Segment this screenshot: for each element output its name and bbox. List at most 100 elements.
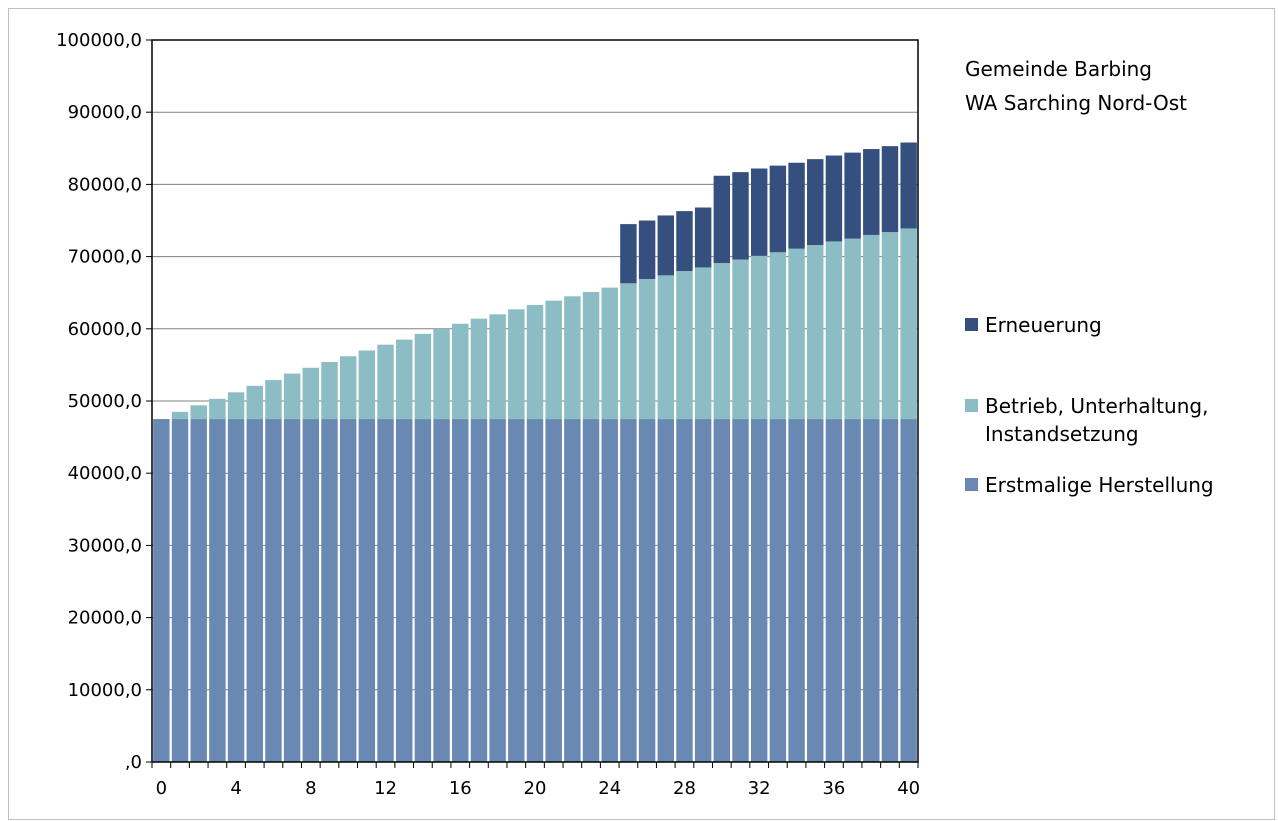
- y-tick-label: 80000,0: [68, 174, 142, 195]
- bar-erstmalige-herstellung-32: [750, 419, 768, 762]
- bar-betrieb-unterhaltung-instandsetzung-5: [246, 385, 263, 420]
- bar-erstmalige-herstellung-35: [807, 419, 824, 762]
- x-axis-tick-labels: 0 4 8 12 16 20 24 28 32 36 40: [156, 778, 920, 799]
- bar-betrieb-unterhaltung-instandsetzung-18: [489, 314, 506, 420]
- legend-label-erstmalige: Erstmalige Herstellung: [985, 473, 1214, 497]
- bar-erstmalige-herstellung-19: [508, 419, 525, 762]
- legend-swatch-betrieb: [965, 399, 978, 412]
- bar-betrieb-unterhaltung-instandsetzung-32: [750, 255, 768, 420]
- bar-erstmalige-herstellung-17: [470, 419, 488, 762]
- bar-erneuerung-40: [900, 142, 917, 229]
- bar-betrieb-unterhaltung-instandsetzung-26: [638, 278, 656, 420]
- bar-betrieb-unterhaltung-instandsetzung-28: [676, 271, 693, 420]
- bar-erstmalige-herstellung-33: [769, 419, 787, 762]
- bar-betrieb-unterhaltung-instandsetzung-31: [732, 259, 749, 420]
- bar-erstmalige-herstellung-24: [601, 419, 618, 762]
- bar-betrieb-unterhaltung-instandsetzung-34: [788, 248, 805, 420]
- bar-erstmalige-herstellung-31: [732, 419, 749, 762]
- x-tick-label: 20: [524, 778, 547, 799]
- bar-erneuerung-31: [732, 172, 749, 260]
- bar-erstmalige-herstellung-34: [788, 419, 805, 762]
- chart-title-line-2: WA Sarching Nord-Ost: [965, 91, 1187, 115]
- bar-betrieb-unterhaltung-instandsetzung-29: [694, 267, 712, 420]
- bar-betrieb-unterhaltung-instandsetzung-7: [283, 373, 301, 420]
- bar-betrieb-unterhaltung-instandsetzung-22: [564, 296, 581, 420]
- bar-betrieb-unterhaltung-instandsetzung-15: [433, 328, 450, 420]
- y-tick-label: 50000,0: [68, 391, 142, 412]
- x-tick-label: 8: [305, 778, 316, 799]
- bar-erneuerung-25: [620, 224, 637, 284]
- bar-erneuerung-37: [844, 152, 861, 239]
- bar-erstmalige-herstellung-3: [209, 419, 226, 762]
- bar-erstmalige-herstellung-1: [171, 419, 189, 762]
- y-tick-label: 90000,0: [68, 102, 142, 123]
- legend: Erneuerung Betrieb, Unterhaltung, Instan…: [965, 313, 1214, 497]
- bar-betrieb-unterhaltung-instandsetzung-8: [302, 367, 320, 420]
- bar-betrieb-unterhaltung-instandsetzung-4: [227, 392, 245, 420]
- bar-erneuerung-35: [807, 159, 824, 246]
- bar-betrieb-unterhaltung-instandsetzung-3: [209, 398, 226, 420]
- y-tick-label: 20000,0: [68, 608, 142, 629]
- y-tick-label: ,0: [125, 752, 142, 773]
- y-tick-label: 30000,0: [68, 535, 142, 556]
- y-axis-tick-labels: ,0 10000,0 20000,0 30000,0 40000,0 50000,0 600…: [56, 30, 152, 773]
- bars: [153, 142, 917, 762]
- legend-swatch-erneuerung: [965, 318, 978, 331]
- x-tick-label: 4: [230, 778, 241, 799]
- x-tick-label: 32: [748, 778, 771, 799]
- bar-betrieb-unterhaltung-instandsetzung-19: [508, 309, 525, 420]
- bar-erstmalige-herstellung-25: [620, 419, 637, 762]
- bar-betrieb-unterhaltung-instandsetzung-13: [395, 339, 413, 420]
- bar-betrieb-unterhaltung-instandsetzung-23: [582, 291, 600, 420]
- bar-erneuerung-38: [863, 149, 880, 235]
- bar-erstmalige-herstellung-37: [844, 419, 861, 762]
- bar-erstmalige-herstellung-29: [694, 419, 712, 762]
- bar-erstmalige-herstellung-23: [582, 419, 600, 762]
- bar-erstmalige-herstellung-12: [377, 419, 394, 762]
- bar-betrieb-unterhaltung-instandsetzung-16: [452, 323, 469, 420]
- bar-erneuerung-28: [676, 211, 693, 272]
- bar-erstmalige-herstellung-28: [676, 419, 693, 762]
- bar-erneuerung-32: [750, 168, 768, 256]
- bar-betrieb-unterhaltung-instandsetzung-21: [545, 300, 562, 420]
- x-axis-tick-marks: [151, 762, 919, 768]
- y-tick-label: 40000,0: [68, 463, 142, 484]
- bar-erstmalige-herstellung-2: [190, 419, 207, 762]
- bar-betrieb-unterhaltung-instandsetzung-1: [171, 411, 189, 420]
- bar-erstmalige-herstellung-16: [452, 419, 469, 762]
- bar-betrieb-unterhaltung-instandsetzung-20: [526, 304, 544, 420]
- chart-frame: [8, 8, 1275, 820]
- bar-erstmalige-herstellung-13: [395, 419, 413, 762]
- bar-betrieb-unterhaltung-instandsetzung-37: [844, 238, 861, 420]
- bar-erstmalige-herstellung-38: [863, 419, 880, 762]
- x-tick-label: 36: [822, 778, 845, 799]
- bar-erstmalige-herstellung-30: [713, 419, 731, 762]
- bar-betrieb-unterhaltung-instandsetzung-30: [713, 263, 731, 420]
- y-tick-label: 60000,0: [68, 319, 142, 340]
- bar-betrieb-unterhaltung-instandsetzung-35: [807, 245, 824, 420]
- bar-erstmalige-herstellung-8: [302, 419, 320, 762]
- bar-betrieb-unterhaltung-instandsetzung-14: [414, 333, 432, 420]
- bar-erstmalige-herstellung-5: [246, 419, 263, 762]
- y-tick-label: 70000,0: [68, 247, 142, 268]
- bar-betrieb-unterhaltung-instandsetzung-33: [769, 252, 787, 420]
- bar-betrieb-unterhaltung-instandsetzung-25: [620, 283, 637, 420]
- bar-erstmalige-herstellung-18: [489, 419, 506, 762]
- bar-betrieb-unterhaltung-instandsetzung-6: [265, 380, 282, 420]
- legend-swatch-erstmalige: [965, 478, 978, 491]
- x-tick-label: 28: [673, 778, 696, 799]
- bar-betrieb-unterhaltung-instandsetzung-2: [190, 405, 207, 420]
- bar-erstmalige-herstellung-15: [433, 419, 450, 762]
- bar-erstmalige-herstellung-14: [414, 419, 432, 762]
- x-tick-label: 40: [897, 778, 920, 799]
- bar-erneuerung-36: [825, 155, 843, 242]
- bar-betrieb-unterhaltung-instandsetzung-36: [825, 241, 843, 420]
- bar-betrieb-unterhaltung-instandsetzung-11: [358, 350, 376, 420]
- bar-erstmalige-herstellung-4: [227, 419, 245, 762]
- bar-erstmalige-herstellung-39: [881, 419, 899, 762]
- x-tick-label: 24: [598, 778, 621, 799]
- y-tick-label: 100000,0: [56, 30, 142, 51]
- bar-betrieb-unterhaltung-instandsetzung-40: [900, 228, 917, 420]
- y-tick-label: 10000,0: [68, 680, 142, 701]
- chart-title-line-1: Gemeinde Barbing: [965, 57, 1152, 81]
